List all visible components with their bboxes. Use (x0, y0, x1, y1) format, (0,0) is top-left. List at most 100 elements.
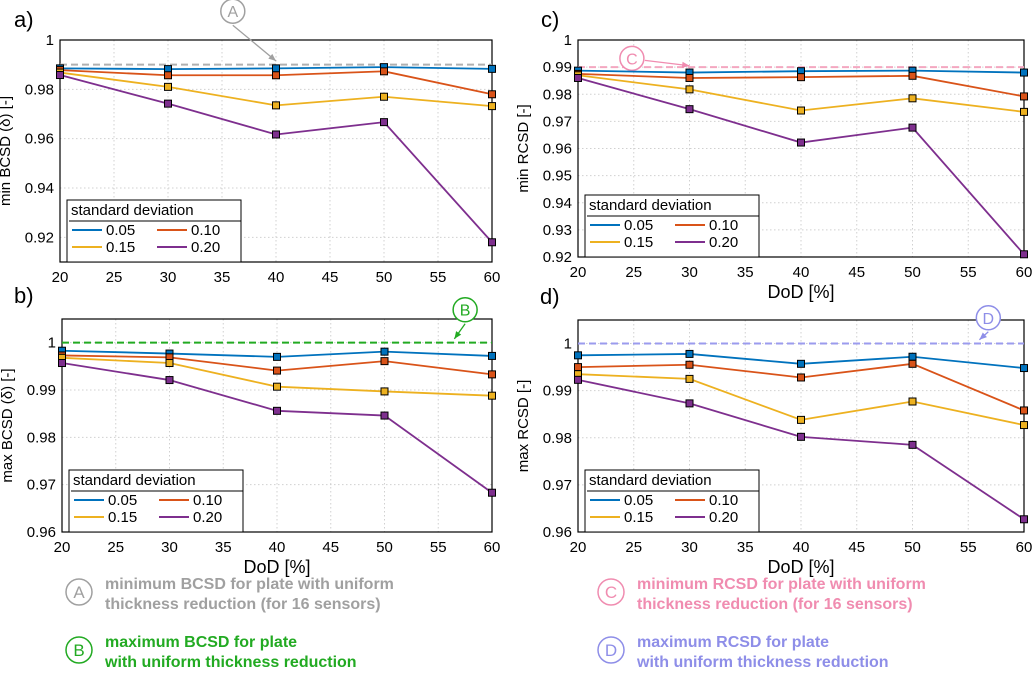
chart-panel-3: d) 20 25 30 35 40 45 50 55 60 0.96 0.97 0.98 0.99 1 DoD… (515, 284, 1032, 577)
y-tick-label: 0.98 (27, 429, 56, 446)
legend-title: standard deviation (71, 202, 194, 219)
footnote-marker (597, 636, 625, 664)
legend-label: 0.05 (624, 217, 653, 234)
y-tick-label: 0.95 (543, 168, 572, 185)
data-point (797, 415, 805, 424)
y-tick-label: 0.94 (25, 180, 54, 197)
x-tick-label: 30 (681, 539, 698, 556)
legend-label: 0.10 (709, 492, 738, 509)
data-point (165, 359, 174, 368)
y-tick-label: 0.96 (543, 524, 572, 541)
x-tick-label: 60 (484, 539, 501, 556)
data-point (908, 352, 917, 361)
data-point (685, 85, 694, 94)
footnote-marker-letter: B (73, 641, 84, 660)
x-tick-label: 60 (1016, 264, 1033, 281)
y-tick-label: 0.98 (543, 430, 572, 447)
data-point (685, 73, 694, 82)
data-point (574, 363, 582, 372)
footnote-line2: thickness reduction (for 16 sensors) (105, 596, 381, 613)
data-point (488, 488, 496, 497)
footnote-marker-letter: C (605, 583, 617, 602)
data-point (908, 123, 917, 132)
data-point (685, 399, 694, 408)
y-tick-label: 1 (48, 335, 56, 352)
y-axis-label: max RCSD [-] (515, 380, 532, 473)
footnote-marker (597, 578, 625, 606)
data-point (273, 366, 281, 375)
data-point (488, 64, 496, 73)
y-tick-label: 0.98 (25, 81, 54, 98)
y-axis-label: min RCSD [-] (515, 104, 532, 192)
axes-box (61, 318, 493, 533)
y-tick-label: 0.97 (27, 477, 56, 494)
legend-label: 0.20 (193, 509, 222, 526)
y-tick-label: 0.97 (543, 113, 572, 130)
data-point (164, 99, 172, 108)
x-tick-label: 35 (215, 539, 232, 556)
y-tick-label: 0.92 (25, 229, 54, 246)
series-line (577, 362, 1025, 412)
data-point (488, 90, 496, 99)
data-point (273, 382, 281, 391)
x-tick-label: 50 (904, 264, 921, 281)
data-point (574, 351, 582, 360)
x-tick-label: 20 (570, 264, 587, 281)
footnote-marker-letter: A (73, 583, 85, 602)
x-tick-label: 45 (848, 539, 865, 556)
x-tick-label: 20 (570, 539, 587, 556)
footnote-line1: maximum RCSD for plate (637, 634, 829, 651)
panel-label: d) (540, 284, 560, 309)
data-point (380, 347, 389, 356)
y-tick-label: 0.97 (543, 477, 572, 494)
footnote-line2: thickness reduction (for 16 sensors) (637, 596, 913, 613)
data-point (164, 82, 172, 91)
marker-letter: A (227, 4, 238, 21)
x-tick-label: 40 (793, 539, 810, 556)
data-point (908, 440, 917, 449)
x-tick-label: 30 (161, 539, 178, 556)
footnote-marker (65, 578, 93, 606)
data-point (380, 67, 388, 76)
chart-panel-1: c) 20 25 30 35 40 45 50 55 60 0.92 0.93 0.94 0.95 0.96… (515, 7, 1032, 302)
marker-arrowhead (454, 331, 462, 339)
x-tick-label: 40 (269, 539, 286, 556)
x-tick-label: 20 (54, 539, 71, 556)
x-tick-label: 20 (52, 269, 69, 286)
marker-arrow (232, 24, 277, 62)
x-tick-label: 55 (960, 539, 977, 556)
data-point (165, 376, 174, 385)
legend-label: 0.05 (624, 492, 653, 509)
x-tick-label: 30 (681, 264, 698, 281)
data-point (488, 351, 496, 360)
x-tick-label: 45 (848, 264, 865, 281)
y-tick-label: 0.98 (543, 86, 572, 103)
legend-label: 0.10 (709, 217, 738, 234)
y-tick-label: 0.96 (25, 131, 54, 148)
data-point (574, 73, 582, 82)
data-point (797, 373, 805, 382)
x-tick-label: 55 (960, 264, 977, 281)
data-point (685, 374, 694, 383)
x-tick-label: 35 (737, 264, 754, 281)
footnote-line1: minimum RCSD for plate with uniform (637, 576, 926, 593)
data-point (272, 64, 280, 73)
data-point (908, 359, 917, 368)
legend-label: 0.10 (191, 222, 220, 239)
y-tick-label: 0.92 (543, 249, 572, 266)
data-point (488, 102, 496, 111)
data-point (797, 359, 805, 368)
x-tick-label: 25 (625, 539, 642, 556)
axes-box (59, 39, 493, 263)
y-axis-label: max BCSD (δ) [-] (0, 368, 16, 482)
y-tick-label: 0.99 (27, 382, 56, 399)
y-tick-label: 0.93 (543, 222, 572, 239)
legend-label: 0.20 (709, 509, 738, 526)
data-point (1020, 515, 1028, 524)
data-point (574, 375, 582, 384)
data-point (1020, 107, 1028, 116)
legend-label: 0.15 (106, 239, 135, 256)
panel-label: b) (14, 283, 34, 308)
x-tick-label: 45 (322, 269, 339, 286)
data-point (685, 349, 694, 358)
